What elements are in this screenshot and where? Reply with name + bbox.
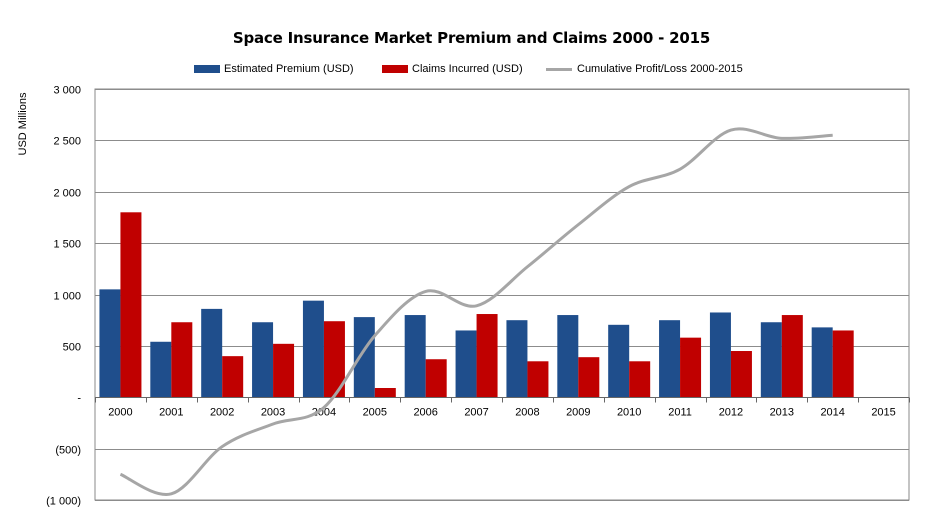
x-tick-label: 2001	[159, 407, 183, 419]
legend-label-claims: Claims Incurred (USD)	[412, 63, 523, 75]
bar-premium	[811, 327, 833, 398]
bar-claims	[781, 315, 803, 398]
x-tick-label: 2000	[108, 407, 132, 419]
bar-claims	[323, 321, 345, 398]
bar-claims	[680, 337, 702, 398]
bar-premium	[557, 315, 579, 398]
x-tick-label: 2011	[668, 407, 692, 419]
bar-claims	[425, 359, 447, 398]
y-tick-label: 3 000	[53, 85, 81, 97]
bar-premium	[659, 320, 681, 398]
x-tick-label: 2004	[312, 407, 336, 419]
chart-title: Space Insurance Market Premium and Claim…	[232, 29, 711, 47]
x-tick-label: 2008	[515, 407, 539, 419]
y-tick-label: 1 500	[53, 239, 81, 251]
y-tick-label: 500	[63, 342, 81, 354]
x-tick-label: 2003	[261, 407, 285, 419]
bar-premium	[404, 315, 426, 398]
bar-claims	[832, 330, 854, 398]
x-tick-label: 2002	[210, 407, 234, 419]
bar-premium	[709, 312, 731, 398]
x-tick-label: 2014	[820, 407, 844, 419]
x-tick-label: 2013	[770, 407, 794, 419]
y-tick-label: (1 000)	[46, 496, 81, 508]
bar-premium	[455, 330, 477, 398]
bar-premium	[201, 308, 223, 398]
x-tick-label: 2012	[719, 407, 743, 419]
line-cumulative	[119, 127, 833, 496]
x-tick-label: 2007	[464, 407, 488, 419]
bar-premium	[506, 320, 528, 398]
x-tick-label: 2009	[566, 407, 590, 419]
bar-premium	[252, 322, 274, 398]
legend-item-claims: Claims Incurred (USD)	[382, 63, 523, 75]
y-tick-label: (500)	[55, 445, 81, 457]
x-tick-label: 2006	[413, 407, 437, 419]
bar-claims	[273, 343, 295, 398]
bar-claims	[730, 351, 752, 398]
legend-item-premium: Estimated Premium (USD)	[194, 63, 354, 75]
bar-claims	[476, 314, 498, 398]
bar-claims	[578, 357, 600, 398]
legend-label-premium: Estimated Premium (USD)	[224, 63, 354, 75]
legend-label-cumulative: Cumulative Profit/Loss 2000-2015	[577, 63, 743, 75]
bar-premium	[608, 324, 630, 398]
bar-premium	[353, 317, 375, 398]
x-tick-label: 2010	[617, 407, 641, 419]
bar-premium	[99, 289, 121, 398]
legend: Estimated Premium (USD) Claims Incurred …	[0, 63, 943, 79]
y-tick-label: 2 500	[53, 136, 81, 148]
x-tick-label: 2015	[871, 407, 895, 419]
plot-border	[94, 88, 910, 501]
bar-premium	[150, 341, 172, 398]
x-tick-label: 2005	[363, 407, 387, 419]
bar-claims	[629, 361, 651, 398]
bar-claims	[374, 388, 396, 398]
bar-claims	[120, 212, 142, 398]
legend-item-cumulative: Cumulative Profit/Loss 2000-2015	[546, 63, 743, 75]
y-tick-label: -	[77, 393, 81, 405]
legend-swatch-premium	[194, 65, 220, 73]
bar-premium	[760, 322, 782, 398]
bar-premium	[302, 300, 324, 398]
bar-claims	[222, 356, 244, 398]
y-tick-label: 2 000	[53, 188, 81, 200]
legend-swatch-claims	[382, 65, 408, 73]
bar-claims	[527, 361, 549, 398]
legend-line-cumulative	[546, 67, 572, 71]
y-tick-label: 1 000	[53, 291, 81, 303]
bar-claims	[171, 322, 193, 398]
